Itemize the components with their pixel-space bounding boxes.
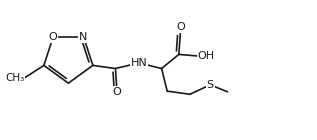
Text: O: O <box>113 87 121 97</box>
Text: OH: OH <box>198 51 215 61</box>
Text: S: S <box>207 80 214 90</box>
Text: O: O <box>176 22 185 32</box>
Text: N: N <box>79 32 88 42</box>
Text: O: O <box>49 32 58 42</box>
Text: HN: HN <box>131 58 147 68</box>
Text: CH₃: CH₃ <box>5 73 24 83</box>
